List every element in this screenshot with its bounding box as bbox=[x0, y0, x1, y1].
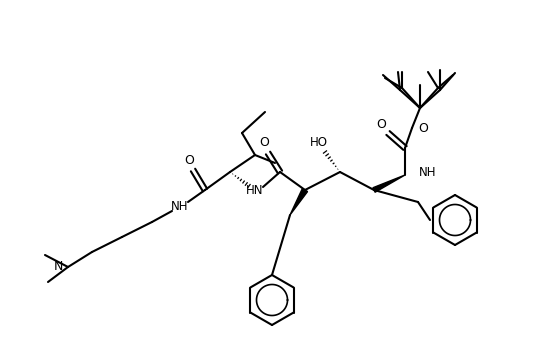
Text: O: O bbox=[259, 137, 269, 150]
Text: HO: HO bbox=[310, 136, 328, 149]
Text: NH: NH bbox=[419, 166, 437, 180]
Text: O: O bbox=[376, 118, 386, 131]
Text: O: O bbox=[418, 121, 428, 134]
Text: N: N bbox=[53, 260, 63, 274]
Text: NH: NH bbox=[171, 201, 189, 214]
Text: O: O bbox=[184, 153, 194, 166]
Polygon shape bbox=[373, 175, 405, 192]
Text: HN: HN bbox=[246, 183, 264, 196]
Polygon shape bbox=[290, 188, 307, 215]
